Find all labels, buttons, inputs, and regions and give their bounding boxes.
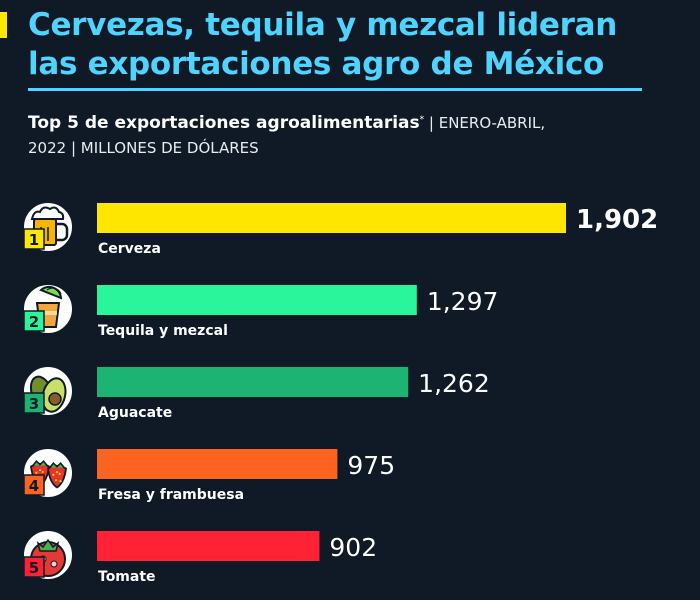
- category-label: Fresa y frambuesa: [98, 487, 244, 503]
- bar-2: [97, 285, 417, 315]
- rank-number: 3: [29, 395, 39, 413]
- rank-number: 2: [29, 313, 39, 331]
- rank-badge: [23, 310, 45, 332]
- value-label: 1,902: [576, 205, 658, 235]
- rank-badge: [23, 556, 45, 578]
- footnote-mark: *: [419, 115, 425, 125]
- value-label: 975: [347, 451, 395, 480]
- subtitle-period: | ENERO-ABRIL,: [424, 114, 546, 132]
- rank-badge: [23, 392, 45, 414]
- bar-1: [97, 203, 566, 233]
- value-label: 1,262: [418, 369, 490, 398]
- title-underline: [28, 88, 642, 91]
- page-title: Cervezas, tequila y mezcal lideran las e…: [28, 7, 617, 82]
- rank-number: 5: [29, 559, 39, 577]
- rank-badge: [23, 228, 45, 250]
- subtitle-units: 2022 | MILLONES DE DÓLARES: [28, 139, 259, 157]
- rank-number: 1: [29, 231, 39, 249]
- subtitle-strong: Top 5 de exportaciones agroalimentarias: [28, 113, 420, 133]
- value-label: 902: [329, 533, 377, 562]
- bar-4: [97, 449, 338, 479]
- bar-5: [97, 531, 320, 561]
- rank-badge: [23, 474, 45, 496]
- bar-3: [97, 367, 409, 397]
- category-label: Aguacate: [98, 405, 172, 421]
- value-label: 1,297: [427, 287, 499, 316]
- category-label: Cerveza: [98, 241, 161, 257]
- category-label: Tequila y mezcal: [98, 323, 228, 339]
- category-label: Tomate: [98, 569, 156, 585]
- chart-subtitle: Top 5 de exportaciones agroalimentarias*…: [28, 108, 668, 161]
- accent-mark: [0, 12, 7, 38]
- rank-number: 4: [29, 477, 39, 495]
